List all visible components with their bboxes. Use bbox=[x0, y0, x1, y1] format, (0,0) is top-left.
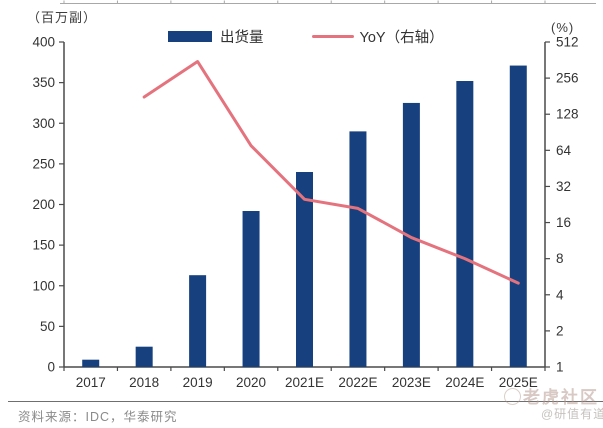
right-axis-tick-label: 64 bbox=[556, 143, 572, 158]
right-axis-tick-label: 2 bbox=[556, 323, 564, 338]
right-axis-tick-label: 32 bbox=[556, 179, 571, 194]
yoy-line bbox=[142, 60, 520, 285]
line-series-label: YoY（右轴） bbox=[359, 30, 444, 46]
bar-2020 bbox=[242, 211, 260, 367]
left-axis-unit-label: （百万副） bbox=[27, 10, 98, 25]
right-axis-tick-label: 1 bbox=[556, 360, 564, 375]
bar-2024E bbox=[456, 81, 474, 367]
x-axis-category-label: 2025E bbox=[499, 375, 538, 390]
x-axis-category-label: 2022E bbox=[338, 375, 377, 390]
watermark-handle: @研值有道 bbox=[541, 407, 603, 421]
left-axis-tick-label: 150 bbox=[32, 238, 55, 253]
right-axis-tick-label: 4 bbox=[556, 287, 564, 302]
right-axis-unit-label: (%) bbox=[551, 20, 575, 35]
x-axis-category-label: 2020 bbox=[236, 375, 266, 390]
x-axis-category-label: 2024E bbox=[445, 375, 484, 390]
left-axis-tick-label: 300 bbox=[32, 116, 55, 131]
legend: 出货量 YoY（右轴） bbox=[168, 26, 444, 47]
left-axis-tick-label: 0 bbox=[47, 360, 55, 375]
left-axis-tick-label: 400 bbox=[32, 35, 55, 50]
footer-divider bbox=[8, 401, 603, 402]
source-note: 资料来源：IDC，华泰研究 bbox=[18, 410, 178, 424]
watermark-community: 老虎社区 bbox=[504, 383, 599, 408]
bar-2025E bbox=[509, 65, 527, 367]
bar-2018 bbox=[135, 346, 153, 367]
bar-2023E bbox=[402, 102, 420, 367]
right-axis-tick-label: 8 bbox=[556, 251, 564, 266]
bar-series-swatch bbox=[168, 31, 212, 42]
x-axis-category-label: 2018 bbox=[129, 375, 159, 390]
legend-item-shipments: 出货量 bbox=[168, 26, 264, 47]
bar-2019 bbox=[189, 275, 207, 367]
top-crop-artifact bbox=[60, 0, 596, 4]
bar-2021E bbox=[296, 172, 313, 367]
bar-2017 bbox=[82, 359, 100, 367]
bar-2022E bbox=[349, 131, 367, 367]
right-axis-tick-label: 512 bbox=[556, 35, 579, 50]
x-axis-category-label: 2021E bbox=[285, 375, 324, 390]
x-axis-category-label: 2017 bbox=[76, 375, 106, 390]
right-axis-tick-label: 16 bbox=[556, 215, 571, 230]
left-axis-tick-label: 350 bbox=[32, 75, 55, 90]
left-axis-tick-label: 200 bbox=[32, 197, 55, 212]
right-axis-tick-label: 128 bbox=[556, 107, 579, 122]
left-axis-tick-label: 100 bbox=[32, 278, 55, 293]
line-series-swatch bbox=[311, 34, 354, 39]
legend-item-yoy: YoY（右轴） bbox=[311, 26, 444, 47]
x-axis-category-label: 2019 bbox=[183, 375, 213, 390]
right-axis-tick-label: 256 bbox=[556, 71, 579, 86]
left-axis-tick-label: 50 bbox=[40, 319, 55, 334]
plot-area: 0 50 100 150 200 250 300 350 400 512 256 128 64 32 16 8… bbox=[32, 35, 579, 391]
watermark-logo-icon bbox=[504, 388, 521, 405]
x-axis-category-label: 2023E bbox=[392, 375, 431, 390]
left-axis-tick-label: 250 bbox=[32, 156, 55, 171]
bar-series-label: 出货量 bbox=[220, 30, 264, 46]
